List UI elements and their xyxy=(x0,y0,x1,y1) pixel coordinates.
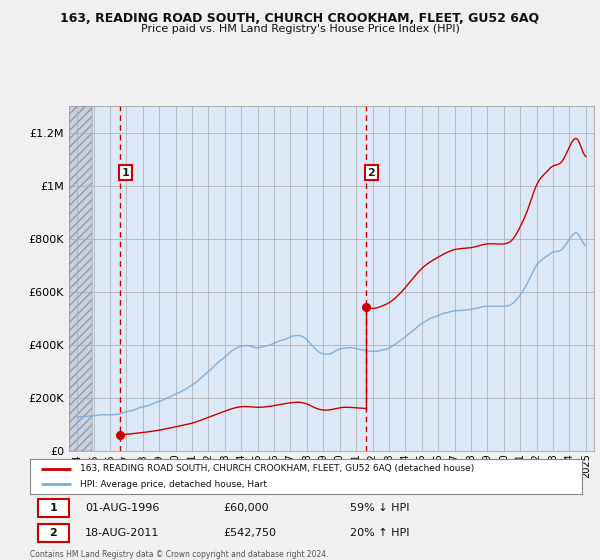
Text: 20% ↑ HPI: 20% ↑ HPI xyxy=(350,529,410,538)
Text: 163, READING ROAD SOUTH, CHURCH CROOKHAM, FLEET, GU52 6AQ: 163, READING ROAD SOUTH, CHURCH CROOKHAM… xyxy=(61,12,539,25)
Text: HPI: Average price, detached house, Hart: HPI: Average price, detached house, Hart xyxy=(80,479,266,488)
Text: Contains HM Land Registry data © Crown copyright and database right 2024.
This d: Contains HM Land Registry data © Crown c… xyxy=(30,550,329,560)
Point xyxy=(361,302,371,311)
Text: 163, READING ROAD SOUTH, CHURCH CROOKHAM, FLEET, GU52 6AQ (detached house): 163, READING ROAD SOUTH, CHURCH CROOKHAM… xyxy=(80,464,474,473)
Text: 1: 1 xyxy=(49,503,57,513)
Text: 1: 1 xyxy=(121,167,129,178)
Text: 01-AUG-1996: 01-AUG-1996 xyxy=(85,503,160,513)
Bar xyxy=(69,106,92,451)
Text: £60,000: £60,000 xyxy=(223,503,269,513)
Text: £542,750: £542,750 xyxy=(223,529,276,538)
Text: 18-AUG-2011: 18-AUG-2011 xyxy=(85,529,160,538)
Text: 2: 2 xyxy=(49,529,57,538)
Bar xyxy=(69,106,92,451)
Text: 2: 2 xyxy=(368,167,376,178)
FancyBboxPatch shape xyxy=(38,524,68,543)
Text: 59% ↓ HPI: 59% ↓ HPI xyxy=(350,503,410,513)
Text: Price paid vs. HM Land Registry's House Price Index (HPI): Price paid vs. HM Land Registry's House … xyxy=(140,24,460,34)
FancyBboxPatch shape xyxy=(38,499,68,517)
Point xyxy=(115,431,125,440)
